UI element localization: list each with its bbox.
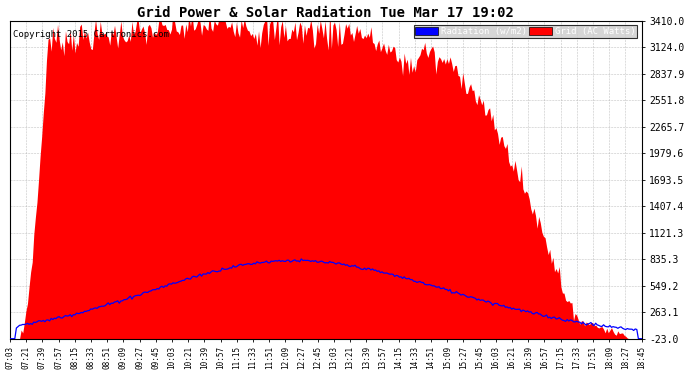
- Title: Grid Power & Solar Radiation Tue Mar 17 19:02: Grid Power & Solar Radiation Tue Mar 17 …: [137, 6, 514, 20]
- Text: Copyright 2015 Cartronics.com: Copyright 2015 Cartronics.com: [13, 30, 169, 39]
- Legend: Radiation (w/m2), Grid (AC Watts): Radiation (w/m2), Grid (AC Watts): [413, 25, 637, 38]
